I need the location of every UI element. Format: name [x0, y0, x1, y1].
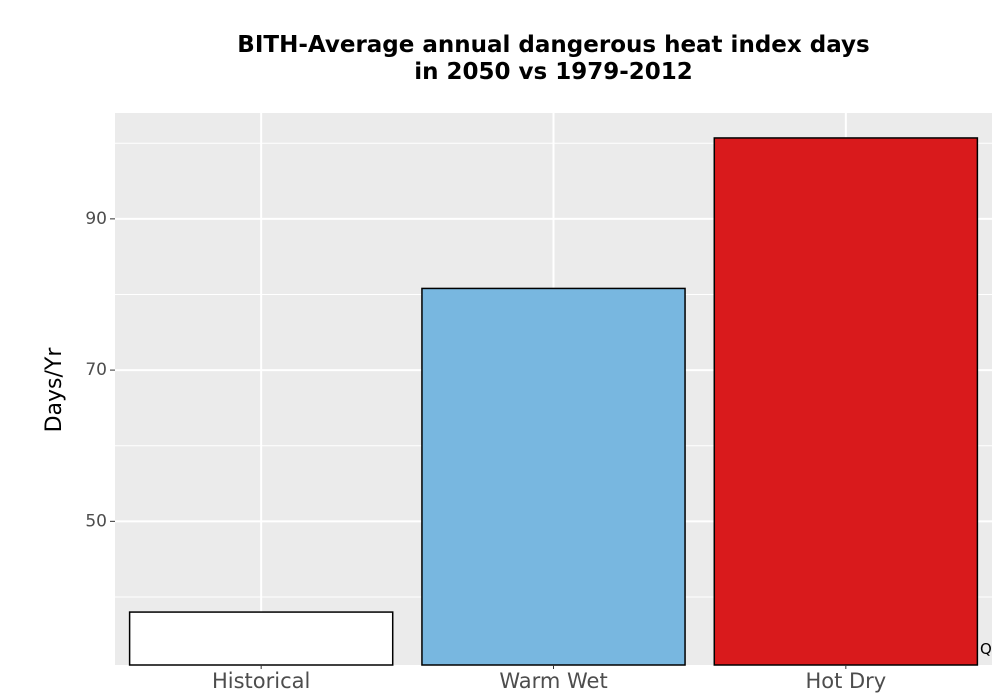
y-axis: 50 70 90	[85, 209, 115, 531]
chart-title-line-1: BITH-Average annual dangerous heat index…	[237, 32, 870, 58]
y-tick-label: 50	[85, 511, 107, 531]
corner-note: Q	[980, 640, 992, 658]
x-axis: Historical Warm Wet Hot Dry	[212, 665, 886, 693]
chart-title: BITH-Average annual dangerous heat index…	[115, 32, 992, 86]
bars	[128, 137, 979, 666]
x-tick-label: Historical	[212, 669, 310, 693]
chart-title-line-2: in 2050 vs 1979-2012	[414, 59, 693, 85]
bar-historical	[128, 611, 394, 666]
bar-hot-dry	[713, 137, 979, 666]
bar-warm-wet	[421, 287, 686, 666]
x-tick-label: Hot Dry	[805, 669, 886, 693]
y-axis-title: Days/Yr	[42, 347, 67, 433]
y-tick-label: 90	[85, 209, 107, 229]
x-tick-label: Warm Wet	[499, 669, 607, 693]
y-tick-label: 70	[85, 360, 107, 380]
